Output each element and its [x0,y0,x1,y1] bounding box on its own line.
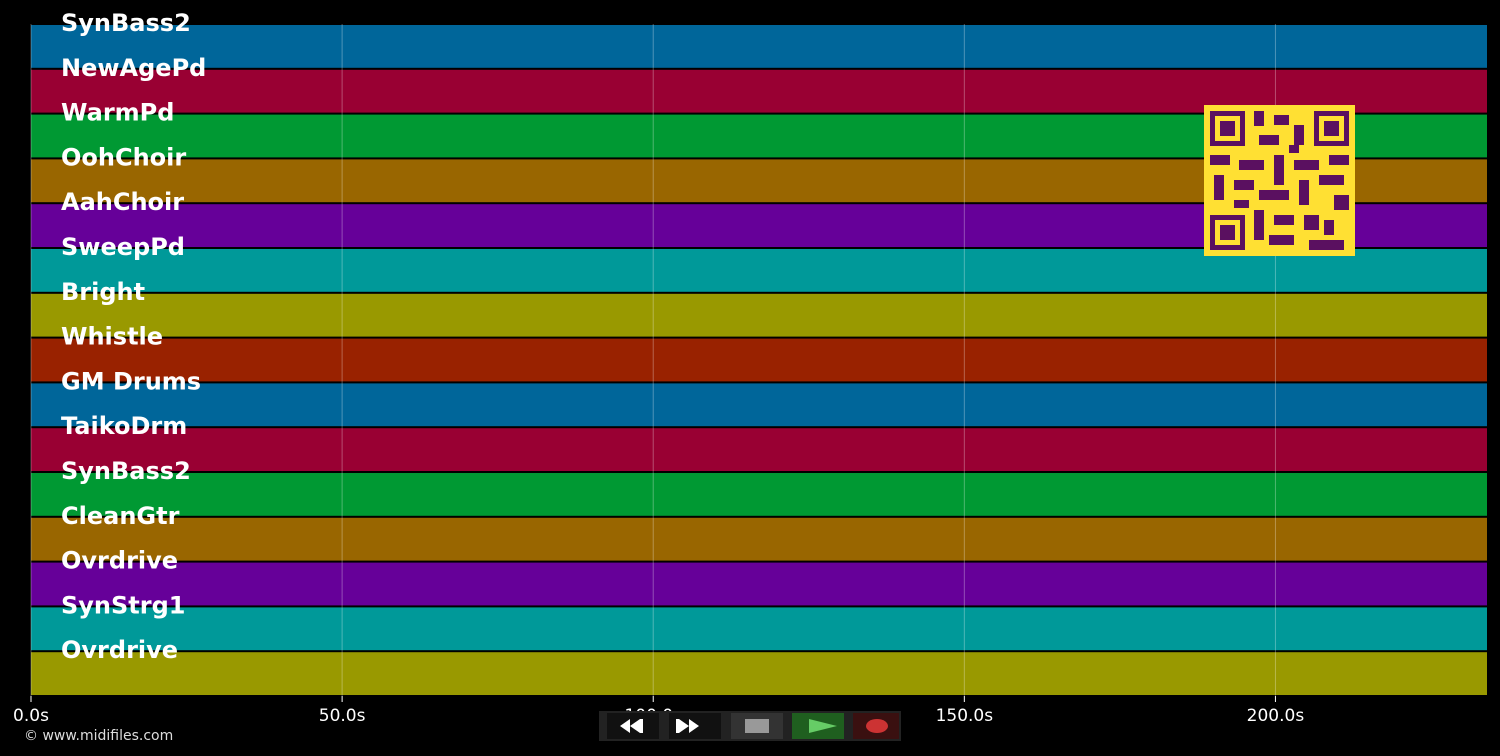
grid [30,24,1276,696]
track-name: WarmPd [61,99,174,127]
rewind-button[interactable] [607,713,659,739]
tick-label: 150.0s [936,706,994,726]
track-band [31,428,1487,471]
track-name: SynBass2 [61,9,191,37]
forward-button[interactable] [669,713,721,739]
track-name: SweepPd [61,233,185,261]
track-name: SynStrg1 [61,591,186,619]
track-name: TaikoDrm [61,412,187,440]
track-name: CleanGtr [61,502,180,530]
stop-button[interactable] [731,713,783,739]
track-band [31,293,1487,337]
track-band [31,473,1487,516]
track-band [31,517,1487,561]
play-button[interactable] [792,713,844,739]
track-name: Whistle [61,323,163,351]
track-band [31,607,1487,651]
footer-credit: © www.midifiles.com [24,728,173,744]
record-button[interactable] [853,713,899,739]
transport-controls [599,711,901,741]
tick-label: 200.0s [1247,706,1305,726]
track-band [31,652,1487,695]
track-name: SynBass2 [61,457,191,485]
track-band [31,25,1487,68]
track-name: Ovrdrive [61,636,178,664]
track-name: Bright [61,278,145,306]
tick-label: 50.0s [319,706,366,726]
track-band [31,562,1487,606]
track-name: GM Drums [61,367,201,395]
track-band [31,338,1487,382]
tick-label: 0.0s [13,706,49,726]
track-name: OohChoir [61,143,186,171]
qr-code [1204,105,1355,256]
track-name: AahChoir [61,188,184,216]
track-name: NewAgePd [61,54,206,82]
track-band [31,383,1487,427]
track-name: Ovrdrive [61,547,178,575]
track-band [31,249,1487,292]
